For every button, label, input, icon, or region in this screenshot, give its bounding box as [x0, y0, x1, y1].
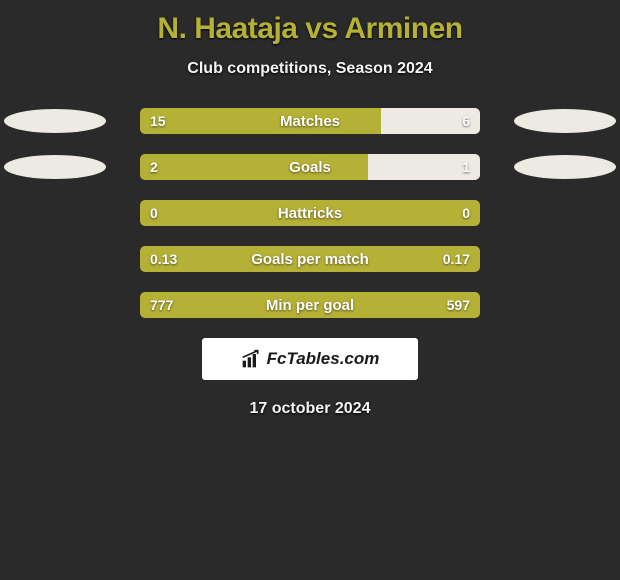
stat-row: 00Hattricks: [0, 200, 620, 226]
logo-text: FcTables.com: [267, 349, 380, 369]
player-right-oval: [510, 154, 620, 180]
stat-bar: 156Matches: [140, 108, 480, 134]
stat-label: Goals: [140, 154, 480, 180]
snapshot-date: 17 october 2024: [0, 380, 620, 418]
comparison-card: N. Haataja vs Arminen Club competitions,…: [0, 0, 620, 418]
stat-bar: 21Goals: [140, 154, 480, 180]
page-subtitle: Club competitions, Season 2024: [0, 60, 620, 108]
source-logo: FcTables.com: [202, 338, 418, 380]
stat-label: Min per goal: [140, 292, 480, 318]
stat-row: 777597Min per goal: [0, 292, 620, 318]
stat-bar: 0.130.17Goals per match: [140, 246, 480, 272]
player-left-oval: [0, 154, 110, 180]
stat-label: Matches: [140, 108, 480, 134]
stat-bar: 777597Min per goal: [140, 292, 480, 318]
player-left-oval: [0, 108, 110, 134]
page-title: N. Haataja vs Arminen: [0, 8, 620, 60]
stat-label: Hattricks: [140, 200, 480, 226]
stat-row: 156Matches: [0, 108, 620, 134]
bar-chart-icon: [241, 349, 261, 369]
stat-row: 21Goals: [0, 154, 620, 180]
stat-row: 0.130.17Goals per match: [0, 246, 620, 272]
player-right-oval: [510, 108, 620, 134]
stat-bar: 00Hattricks: [140, 200, 480, 226]
comparison-rows: 156Matches 21Goals 00Hattricks 0.130.17Goal…: [0, 108, 620, 318]
stat-label: Goals per match: [140, 246, 480, 272]
